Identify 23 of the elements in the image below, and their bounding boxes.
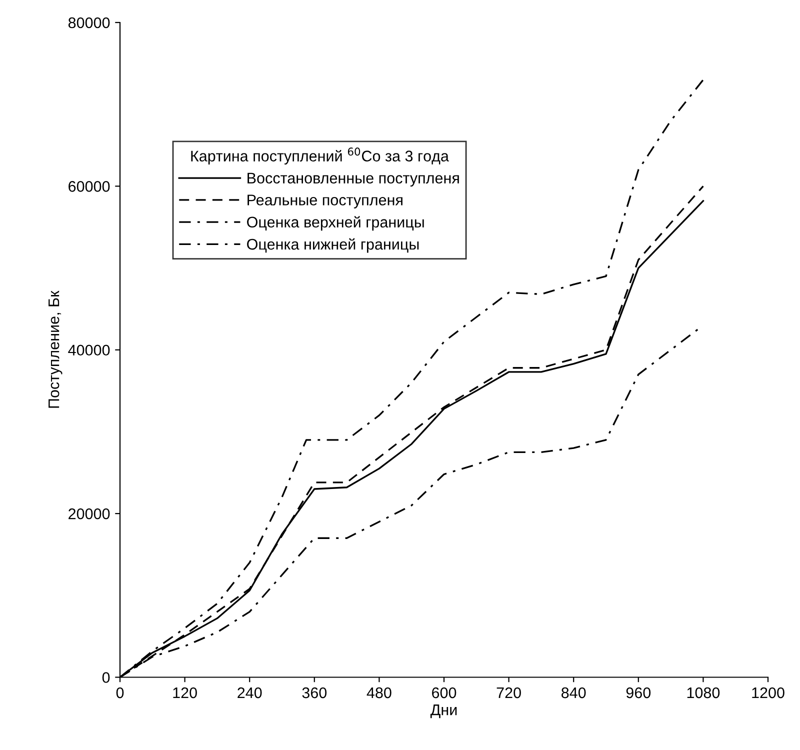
x-tick-label: 840 [562, 687, 586, 698]
x-tick-label: 720 [496, 687, 521, 698]
legend-label: Восстановленные поступленя [248, 172, 459, 187]
x-tick-label: 240 [238, 687, 262, 698]
y-tick-label: 80000 [68, 17, 110, 28]
y-tick-label: 40000 [68, 344, 110, 356]
x-tick-label: 360 [302, 687, 327, 698]
x-tick-label: 480 [366, 687, 392, 698]
legend-label: Реальные поступленя [248, 194, 402, 208]
x-tick-label: 1080 [687, 687, 720, 698]
x-tick-label: 0 [116, 687, 124, 698]
legend-title: Картина поступлений $^{60}$Co за 3 года [191, 148, 449, 165]
x-tick-label: 1200 [752, 687, 784, 698]
y-axis-title: Поступление, Бк [48, 290, 62, 408]
x-tick-label: 960 [626, 687, 651, 698]
legend-label: Оценка нижней границы [247, 238, 419, 253]
x-tick-label: 600 [432, 687, 456, 698]
y-tick-label: 0 [102, 672, 110, 683]
y-tick-label: 20000 [68, 508, 110, 520]
y-tick-label: 60000 [68, 181, 110, 192]
x-tick-label: 120 [173, 687, 197, 698]
legend-label: Оценка верхней границы [247, 216, 424, 231]
x-axis-title: Дни [430, 704, 457, 718]
